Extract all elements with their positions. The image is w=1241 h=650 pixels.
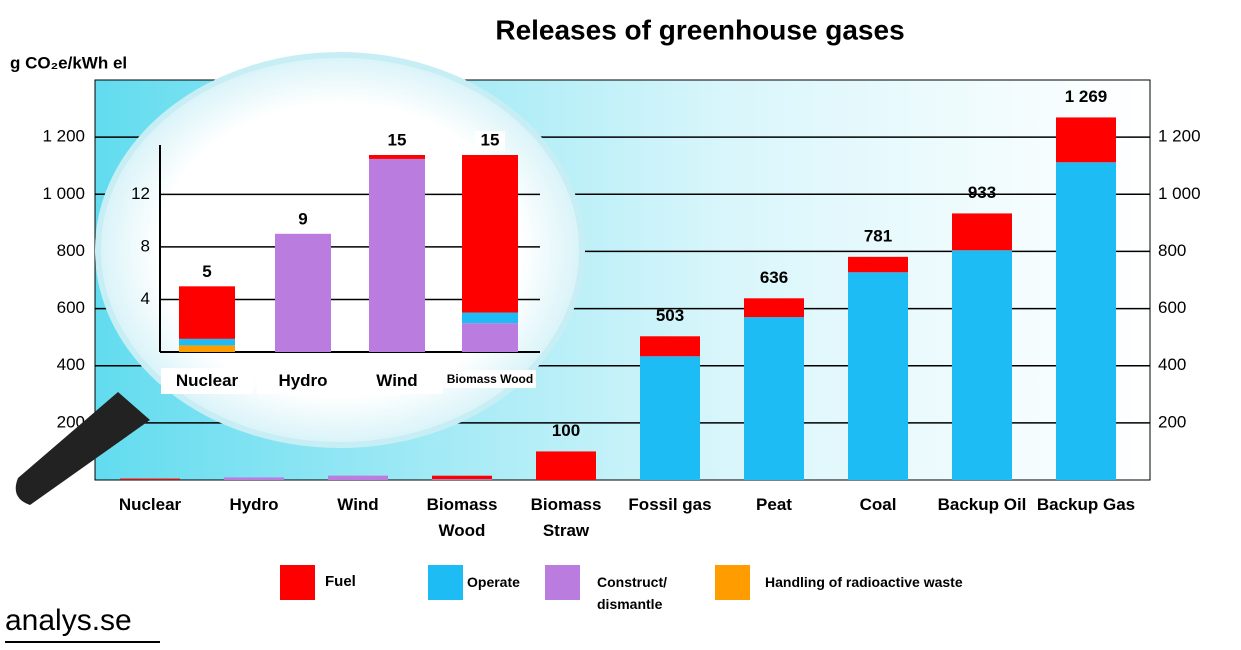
bar-segment bbox=[1056, 162, 1116, 480]
bar-segment bbox=[744, 317, 804, 480]
bar-segment bbox=[952, 250, 1012, 480]
y-tick-label-right: 600 bbox=[1158, 298, 1186, 317]
y-axis-label: g CO₂e/kWh el bbox=[10, 53, 127, 72]
y-tick-label: 400 bbox=[57, 355, 85, 374]
y-tick-label: 600 bbox=[57, 298, 85, 317]
inset-bar-segment bbox=[179, 339, 235, 346]
inset-y-tick-label: 8 bbox=[141, 236, 150, 255]
inset-bar-segment bbox=[275, 234, 331, 352]
bar-segment bbox=[952, 213, 1012, 250]
x-tick-label: Wind bbox=[308, 492, 408, 518]
total-label: 100 bbox=[552, 421, 580, 440]
inset-x-tick-label: Wind bbox=[351, 368, 443, 394]
x-tick-label: Backup Oil bbox=[932, 492, 1032, 518]
inset-bar-segment bbox=[179, 345, 235, 352]
bar-segment bbox=[848, 272, 908, 480]
legend-swatch bbox=[428, 565, 463, 600]
legend-label: Handling of radioactive waste bbox=[765, 571, 1085, 593]
total-label: 933 bbox=[968, 183, 996, 202]
legend-swatch bbox=[280, 565, 315, 600]
x-tick-label: Hydro bbox=[204, 492, 304, 518]
inset-total-label: 5 bbox=[202, 262, 211, 281]
y-tick-label-right: 400 bbox=[1158, 355, 1186, 374]
bar-segment bbox=[432, 479, 492, 480]
source-watermark: analys.se bbox=[5, 604, 132, 637]
y-tick-label-right: 1 200 bbox=[1158, 127, 1201, 146]
total-label: 781 bbox=[864, 226, 892, 245]
bar-segment bbox=[848, 257, 908, 272]
bar-segment bbox=[328, 476, 388, 480]
inset-bar-segment bbox=[462, 155, 518, 313]
x-tick-label: Biomass Wood bbox=[412, 492, 512, 544]
bar-segment bbox=[120, 479, 180, 480]
bar-segment bbox=[640, 356, 700, 480]
inset-y-tick-label: 4 bbox=[141, 289, 150, 308]
inset-bar-segment bbox=[179, 286, 235, 339]
total-label: 503 bbox=[656, 306, 684, 325]
bar-segment bbox=[224, 477, 284, 480]
total-label: 1 269 bbox=[1065, 87, 1108, 106]
x-tick-label: Fossil gas bbox=[620, 492, 720, 518]
inset-bar-segment bbox=[369, 159, 425, 352]
bar-segment bbox=[536, 451, 596, 480]
y-tick-label: 800 bbox=[57, 241, 85, 260]
bar-segment bbox=[744, 298, 804, 317]
inset-total-label: 15 bbox=[388, 130, 407, 149]
inset-total-label: 9 bbox=[298, 209, 307, 228]
bar-segment bbox=[640, 336, 700, 356]
bar-segment bbox=[432, 476, 492, 479]
x-tick-label: Backup Gas bbox=[1036, 492, 1136, 518]
chart: Releases of greenhouse gases g CO₂e/kWh … bbox=[0, 0, 1241, 650]
x-tick-label: Coal bbox=[828, 492, 928, 518]
y-tick-label-right: 1 000 bbox=[1158, 184, 1201, 203]
legend-swatch bbox=[545, 565, 580, 600]
inset-x-tick-label: Hydro bbox=[257, 368, 349, 394]
total-label: 636 bbox=[760, 268, 788, 287]
inset-y-tick-label: 12 bbox=[131, 184, 150, 203]
x-tick-label: Nuclear bbox=[100, 492, 200, 518]
inset-x-tick-label: Biomass Wood bbox=[444, 370, 536, 388]
chart-title: Releases of greenhouse gases bbox=[495, 14, 904, 45]
page: Releases of greenhouse gases g CO₂e/kWh … bbox=[0, 0, 1241, 650]
x-tick-label: Peat bbox=[724, 492, 824, 518]
x-tick-label: Biomass Straw bbox=[516, 492, 616, 544]
inset-bar-segment bbox=[369, 155, 425, 159]
legend-label: Operate bbox=[467, 571, 547, 593]
y-tick-label: 1 200 bbox=[42, 127, 85, 146]
inset-bar-segment bbox=[462, 323, 518, 352]
y-tick-label-right: 200 bbox=[1158, 412, 1186, 431]
inset-bar-segment bbox=[462, 313, 518, 324]
inset-total-label: 15 bbox=[481, 130, 500, 149]
bar-segment bbox=[1056, 117, 1116, 162]
y-tick-label-right: 800 bbox=[1158, 241, 1186, 260]
legend-label: Construct/ dismantle bbox=[597, 571, 697, 615]
legend-label: Fuel bbox=[325, 571, 405, 593]
inset-x-tick-label: Nuclear bbox=[161, 368, 253, 394]
y-tick-label: 1 000 bbox=[42, 184, 85, 203]
legend-swatch bbox=[715, 565, 750, 600]
